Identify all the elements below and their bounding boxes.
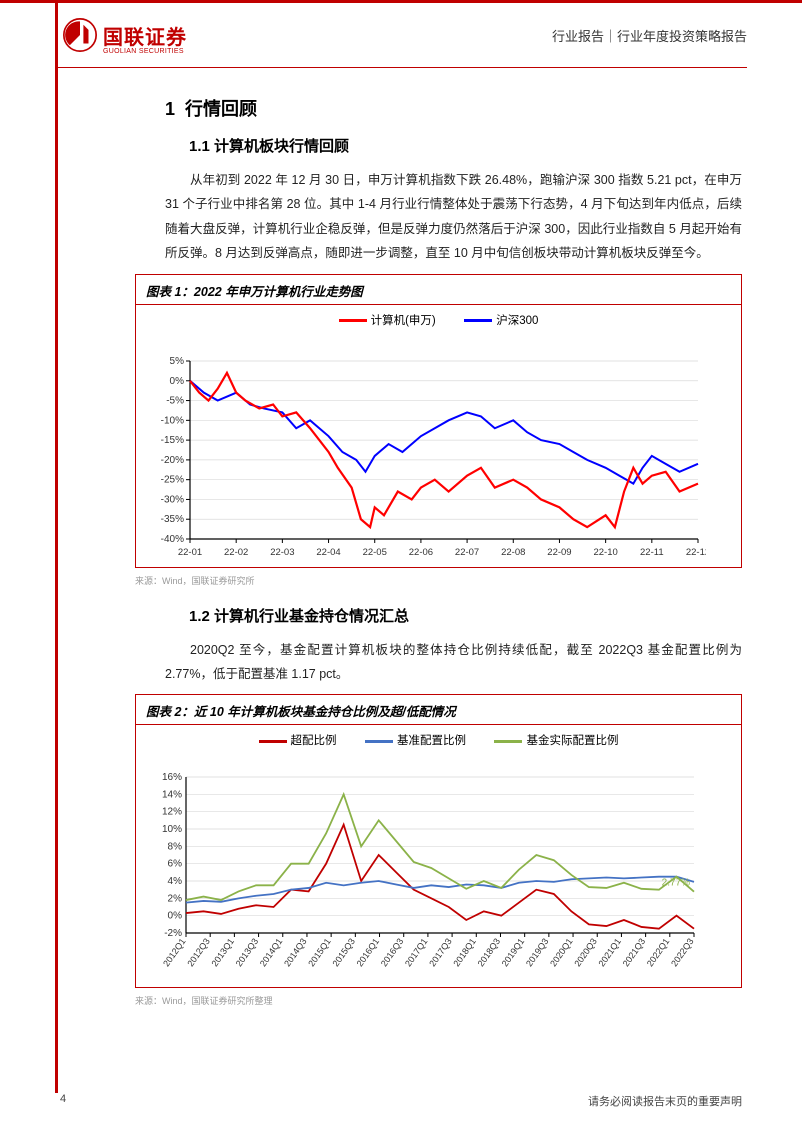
svg-text:-30%: -30% [161,494,184,505]
svg-text:2022Q1: 2022Q1 [645,937,672,969]
svg-text:2022Q3: 2022Q3 [669,937,696,969]
svg-text:2019Q3: 2019Q3 [524,937,551,969]
svg-text:2018Q1: 2018Q1 [451,937,478,969]
section-1-2-para: 2020Q2 至今，基金配置计算机板块的整体持仓比例持续低配，截至 2022Q3… [165,638,742,687]
svg-text:2013Q3: 2013Q3 [234,937,261,969]
svg-text:2020Q3: 2020Q3 [572,937,599,969]
svg-text:0%: 0% [170,375,185,386]
chart-1-legend: 计算机(申万) 沪深300 [146,311,731,329]
svg-text:22-04: 22-04 [316,547,340,558]
svg-text:-15%: -15% [161,435,184,446]
svg-text:2016Q3: 2016Q3 [379,937,406,969]
svg-text:8%: 8% [168,842,183,853]
page-footer: 4 请务必阅读报告末页的重要声明 [0,1093,802,1109]
svg-text:5%: 5% [170,356,185,367]
section-1-heading: 1 行情回顾 [165,95,742,121]
chart-2-source: 来源：Wind，国联证券研究所整理 [135,994,742,1007]
svg-text:22-05: 22-05 [363,547,387,558]
chart-1-source: 来源：Wind，国联证券研究所 [135,574,742,587]
logo-block: 国联证券 GUOLIAN SECURITIES [63,18,187,55]
svg-text:22-12: 22-12 [686,547,706,558]
chart-2-title: 图表 2：近 10 年计算机板块基金持仓比例及超/低配情况 [136,695,741,725]
svg-text:22-10: 22-10 [593,547,617,558]
svg-text:2016Q1: 2016Q1 [355,937,382,969]
svg-text:2015Q1: 2015Q1 [306,937,333,969]
left-red-bar [55,3,58,1093]
svg-text:-20%: -20% [161,454,184,465]
logo-text-cn: 国联证券 [103,21,187,50]
svg-text:2018Q3: 2018Q3 [476,937,503,969]
svg-text:6%: 6% [168,859,183,870]
top-red-bar [0,0,802,3]
svg-text:2013Q1: 2013Q1 [209,937,236,969]
svg-text:2012Q1: 2012Q1 [161,937,188,969]
svg-text:22-01: 22-01 [178,547,202,558]
svg-text:4%: 4% [168,876,183,887]
section-1-2-heading: 1.2 计算机行业基金持仓情况汇总 [189,605,742,626]
svg-text:2015Q3: 2015Q3 [330,937,357,969]
chart-2-legend: 超配比例 基准配置比例 基金实际配置比例 [146,731,731,749]
svg-text:22-11: 22-11 [640,547,664,558]
chart-2-plot: -2%0%2%4%6%8%10%12%14%16%2012Q12012Q3201… [146,751,706,981]
section-1-1-para: 从年初到 2022 年 12 月 30 日，申万计算机指数下跌 26.48%，跑… [165,168,742,266]
section-1-1-heading: 1.1 计算机板块行情回顾 [189,135,742,156]
svg-text:2%: 2% [168,894,183,905]
svg-text:22-07: 22-07 [455,547,479,558]
svg-text:12%: 12% [162,807,182,818]
chart-1-title: 图表 1：2022 年申万计算机行业走势图 [136,275,741,305]
main-content: 1 行情回顾 1.1 计算机板块行情回顾 从年初到 2022 年 12 月 30… [165,95,742,1025]
chart-1-plot: -40% -35% -30% -25% -20% -15% -10% -5% 0% 5% 22-01… [146,331,706,561]
svg-text:-35%: -35% [161,514,184,525]
svg-text:2021Q3: 2021Q3 [621,937,648,969]
svg-text:2014Q3: 2014Q3 [282,937,309,969]
svg-text:2017Q1: 2017Q1 [403,937,430,969]
svg-text:22-09: 22-09 [547,547,571,558]
logo-text-en: GUOLIAN SECURITIES [103,48,187,55]
footer-disclaimer: 请务必阅读报告末页的重要声明 [588,1093,742,1109]
svg-text:0%: 0% [168,911,183,922]
page-header: 国联证券 GUOLIAN SECURITIES 行业报告｜行业年度投资策略报告 [55,18,747,68]
svg-text:-10%: -10% [161,415,184,426]
svg-text:22-03: 22-03 [270,547,294,558]
header-category: 行业报告｜行业年度投资策略报告 [552,26,747,45]
company-logo-icon [63,18,97,52]
chart-2-box: 图表 2：近 10 年计算机板块基金持仓比例及超/低配情况 超配比例 基准配置比… [135,694,742,988]
svg-text:14%: 14% [162,790,182,801]
svg-text:2019Q1: 2019Q1 [500,937,527,969]
svg-text:2012Q3: 2012Q3 [185,937,212,969]
svg-text:22-02: 22-02 [224,547,248,558]
svg-text:2017Q3: 2017Q3 [427,937,454,969]
svg-text:-25%: -25% [161,474,184,485]
svg-text:2.77%: 2.77% [662,878,690,889]
svg-text:-40%: -40% [161,534,184,545]
svg-text:2020Q1: 2020Q1 [548,937,575,969]
svg-text:22-06: 22-06 [409,547,433,558]
svg-text:16%: 16% [162,772,182,783]
svg-text:22-08: 22-08 [501,547,525,558]
chart-1-box: 图表 1：2022 年申万计算机行业走势图 计算机(申万) 沪深300 -40%… [135,274,742,568]
svg-text:10%: 10% [162,824,182,835]
svg-text:2021Q1: 2021Q1 [597,937,624,969]
page-number: 4 [60,1093,66,1109]
svg-text:2014Q1: 2014Q1 [258,937,285,969]
svg-text:-5%: -5% [166,395,184,406]
